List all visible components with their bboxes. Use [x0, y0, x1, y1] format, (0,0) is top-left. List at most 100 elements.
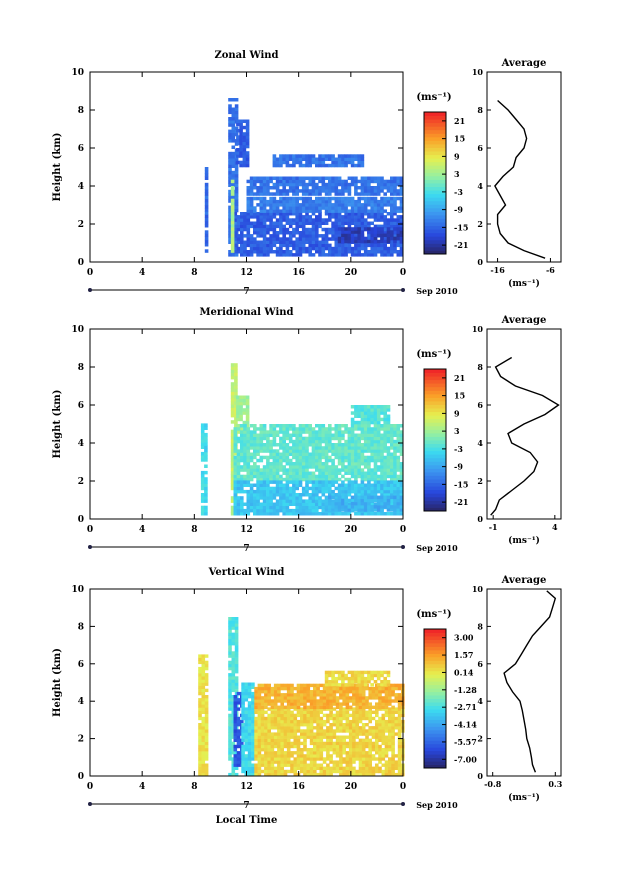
data-cell: [231, 744, 236, 749]
data-cell: [262, 246, 267, 251]
data-cell: [354, 243, 358, 248]
data-cell: [228, 215, 232, 219]
data-cell: [344, 154, 348, 158]
data-cell: [262, 250, 267, 254]
data-cell: [246, 234, 251, 238]
data-cell: [279, 508, 283, 513]
data-cell: [399, 495, 404, 500]
data-cell: [233, 465, 238, 469]
data-cell: [376, 192, 381, 196]
data-cell: [228, 754, 232, 758]
data-cell: [247, 763, 252, 767]
data-cell: [273, 710, 278, 714]
data-cell: [331, 163, 335, 168]
data-cell: [319, 763, 324, 767]
data-cell: [239, 160, 243, 165]
data-cell: [243, 246, 247, 251]
data-cell: [234, 193, 239, 197]
data-cell: [331, 246, 335, 251]
data-cell: [260, 716, 265, 721]
data-cell: [331, 465, 335, 469]
data-cell: [357, 209, 361, 213]
data-cell: [380, 179, 384, 184]
data-cell: [358, 769, 363, 774]
data-cell: [347, 502, 352, 506]
data-cell: [285, 221, 290, 225]
data-cell: [262, 231, 267, 235]
data-cell: [383, 215, 387, 219]
data-cell: [240, 237, 244, 241]
data-cell: [373, 436, 378, 441]
colorbar-band: [424, 119, 446, 124]
data-cell: [204, 189, 209, 193]
data-cell: [321, 483, 326, 487]
data-cell: [286, 748, 291, 752]
data-cell: [245, 122, 250, 127]
data-cell: [376, 483, 381, 487]
data-cell: [267, 696, 271, 700]
data-cell: [328, 446, 332, 450]
data-cell: [257, 738, 262, 742]
data-cell: [363, 203, 368, 207]
data-cell: [231, 723, 236, 727]
data-cell: [341, 436, 345, 441]
data-cell: [380, 483, 384, 487]
data-cell: [371, 710, 376, 714]
data-cell: [337, 493, 342, 497]
data-cell: [204, 489, 208, 494]
data-cell: [305, 199, 309, 204]
data-cell: [337, 489, 342, 494]
data-cell: [342, 710, 346, 714]
data-cell: [391, 760, 395, 764]
data-cell: [313, 754, 317, 758]
data-cell: [288, 468, 293, 472]
data-cell: [360, 446, 365, 450]
data-cell: [288, 474, 293, 479]
data-cell: [257, 751, 262, 755]
data-cell: [342, 741, 346, 746]
data-cell: [260, 696, 265, 700]
data-cell: [328, 203, 332, 207]
data-cell: [339, 735, 343, 739]
data-cell: [344, 455, 348, 460]
data-cell: [335, 710, 340, 714]
data-cell: [309, 741, 314, 746]
data-cell: [295, 199, 299, 204]
data-cell: [350, 468, 355, 472]
data-cell: [344, 189, 348, 193]
data-cell: [352, 766, 356, 770]
data-cell: [243, 430, 247, 434]
data-cell: [200, 512, 205, 516]
data-cell: [315, 424, 319, 428]
data-cell: [253, 471, 257, 475]
data-cell: [233, 483, 238, 487]
data-cell: [288, 189, 293, 193]
data-cell: [311, 489, 316, 494]
data-cell: [311, 436, 316, 441]
data-cell: [316, 723, 320, 727]
data-cell: [324, 209, 329, 213]
data-cell: [334, 455, 339, 460]
data-cell: [262, 176, 267, 180]
data-cell: [357, 227, 361, 231]
data-cell: [321, 160, 326, 165]
data-cell: [337, 471, 342, 475]
data-cell: [375, 751, 379, 755]
data-cell: [390, 179, 394, 184]
data-cell: [332, 690, 337, 694]
data-cell: [279, 212, 283, 216]
data-cell: [357, 427, 361, 431]
data-cell: [295, 176, 299, 180]
data-cell: [233, 723, 238, 727]
data-cell: [260, 769, 265, 774]
data-cell: [231, 654, 236, 658]
data-cell: [311, 496, 316, 500]
data-cell: [380, 449, 384, 453]
data-cell: [305, 160, 309, 165]
data-cell: [306, 729, 311, 733]
data-cell: [380, 455, 384, 460]
data-cell: [360, 414, 365, 418]
data-cell: [383, 480, 387, 484]
data-cell: [236, 221, 241, 225]
data-cell: [259, 433, 264, 437]
